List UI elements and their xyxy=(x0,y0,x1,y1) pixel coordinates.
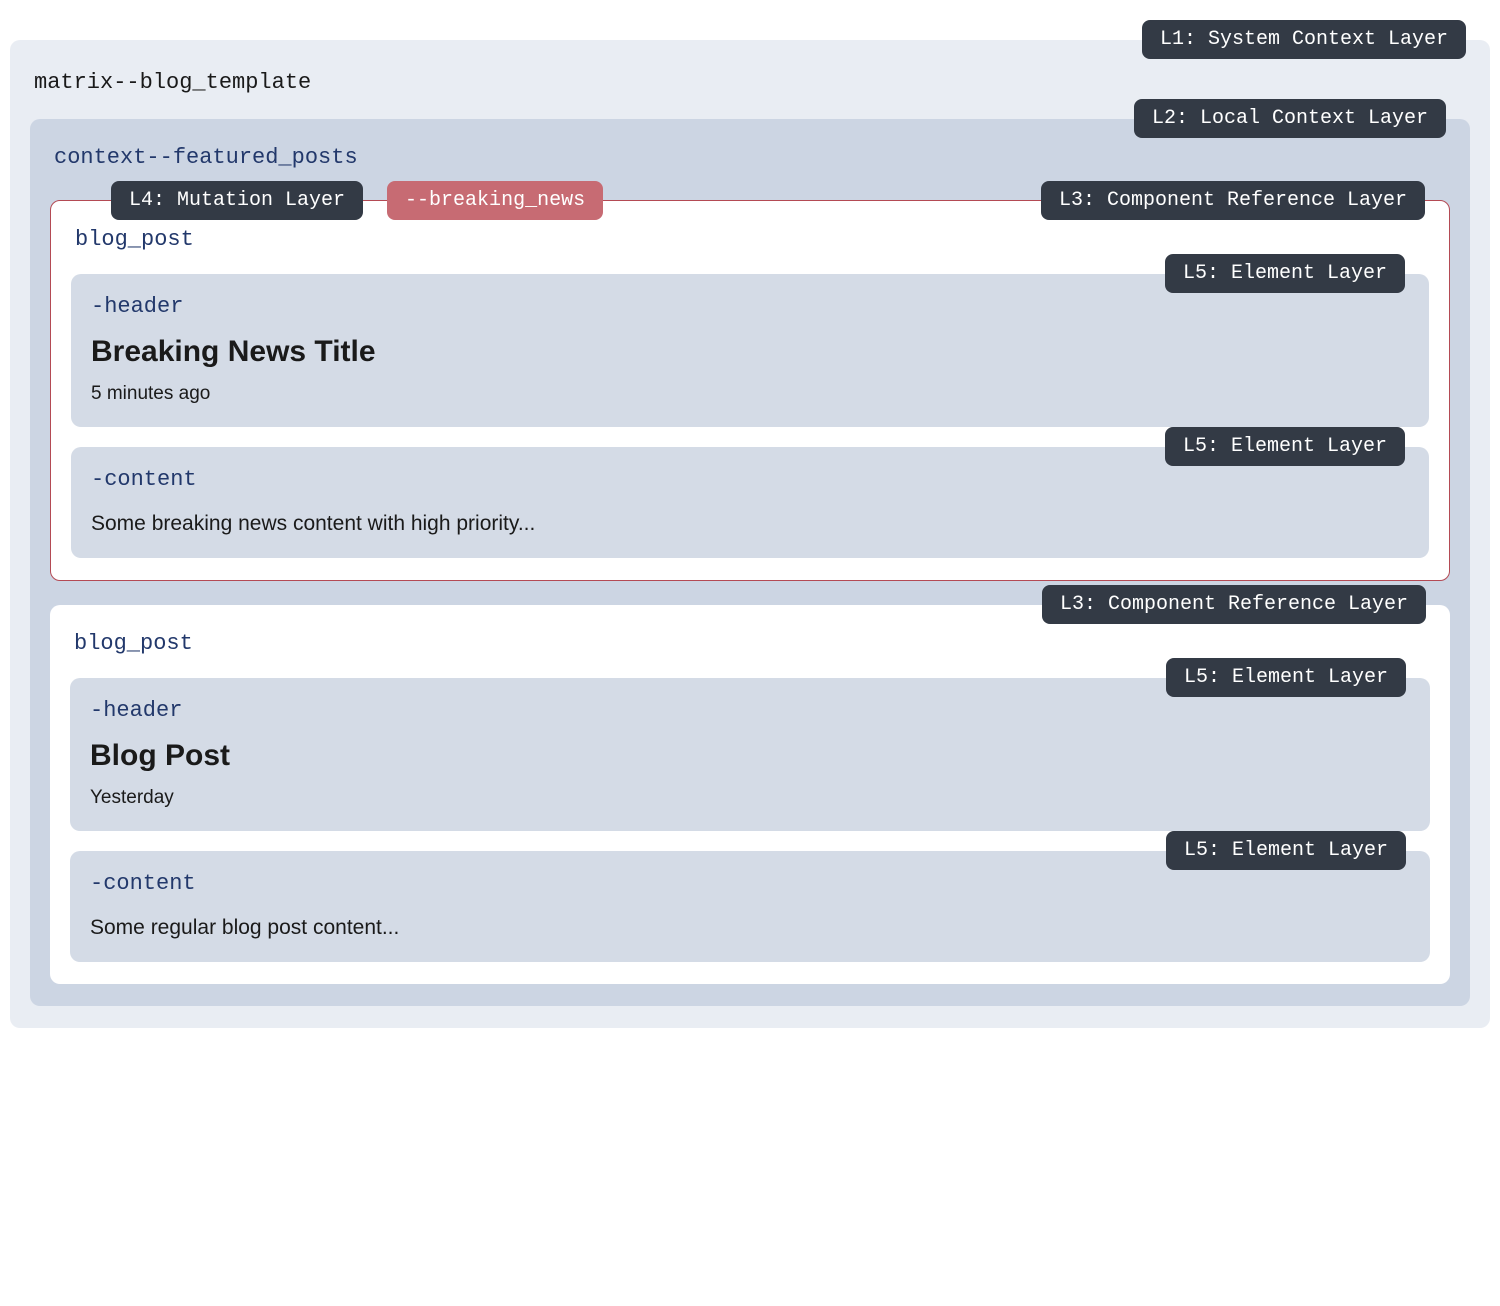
l5-badge: L5: Element Layer xyxy=(1166,831,1406,870)
local-context-layer: L2: Local Context Layer context--feature… xyxy=(30,119,1470,1006)
l4-badge: L4: Mutation Layer xyxy=(111,181,363,220)
component-reference-layer: L4: Mutation Layer --breaking_news L3: C… xyxy=(50,200,1450,581)
post-title: Breaking News Title xyxy=(91,335,1409,383)
l3-badge: L3: Component Reference Layer xyxy=(1042,585,1426,624)
post-meta: 5 minutes ago xyxy=(91,383,1409,405)
post-content-text: Some regular blog post content... xyxy=(90,912,1410,940)
post-title: Blog Post xyxy=(90,739,1410,787)
l3-badge: L3: Component Reference Layer xyxy=(1041,181,1425,220)
post-meta: Yesterday xyxy=(90,787,1410,809)
l5-label: -header xyxy=(90,698,1410,739)
post-content-text: Some breaking news content with high pri… xyxy=(91,508,1409,536)
l5-label: -content xyxy=(90,871,1410,912)
l1-badge: L1: System Context Layer xyxy=(1142,20,1466,59)
element-layer-content: L5: Element Layer -content Some breaking… xyxy=(71,447,1429,558)
l5-badge: L5: Element Layer xyxy=(1165,427,1405,466)
l5-label: -content xyxy=(91,467,1409,508)
l5-label: -header xyxy=(91,294,1409,335)
l5-badge: L5: Element Layer xyxy=(1166,658,1406,697)
element-layer-header: L5: Element Layer -header Breaking News … xyxy=(71,274,1429,427)
element-layer-content: L5: Element Layer -content Some regular … xyxy=(70,851,1430,962)
l3-header-row: L4: Mutation Layer --breaking_news xyxy=(111,181,603,220)
l5-badge: L5: Element Layer xyxy=(1165,254,1405,293)
component-reference-layer: L3: Component Reference Layer blog_post … xyxy=(50,605,1450,984)
element-layer-header: L5: Element Layer -header Blog Post Yest… xyxy=(70,678,1430,831)
system-context-layer: L1: System Context Layer matrix--blog_te… xyxy=(10,40,1490,1028)
mutation-chip: --breaking_news xyxy=(387,181,603,220)
l2-badge: L2: Local Context Layer xyxy=(1134,99,1446,138)
